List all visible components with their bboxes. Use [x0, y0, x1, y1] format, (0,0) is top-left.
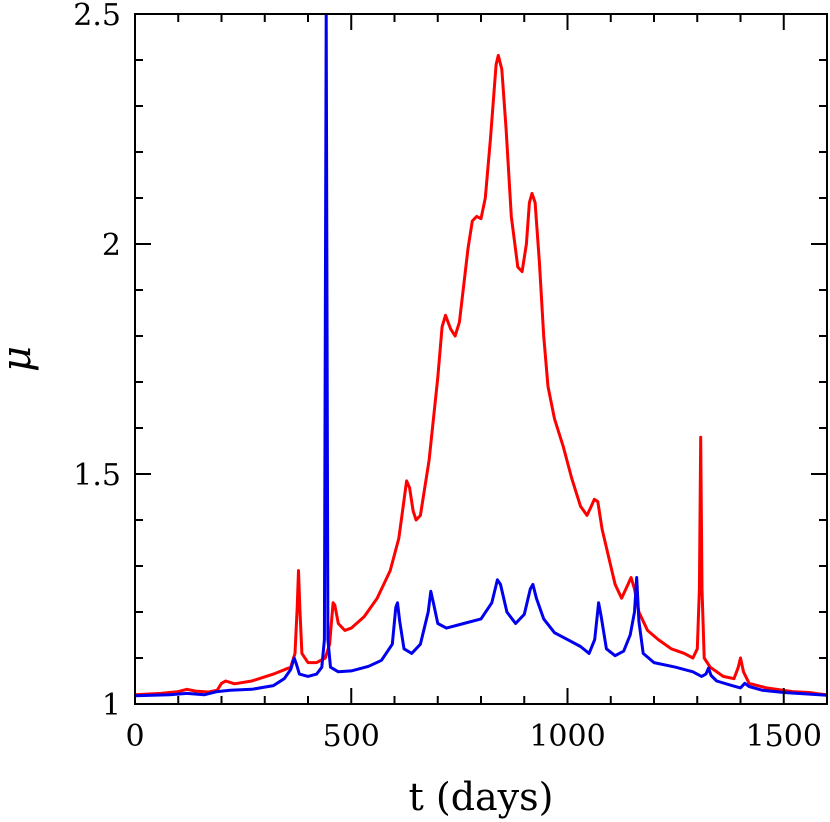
x-tick-label: 500 — [323, 719, 380, 754]
x-tick-label: 0 — [125, 719, 144, 754]
y-tick-label: 2.5 — [73, 0, 121, 33]
x-axis-title: t (days) — [409, 775, 554, 819]
y-axis-title: μ — [0, 346, 40, 372]
plot-frame — [134, 13, 828, 705]
x-tick-label: 1500 — [746, 719, 822, 754]
x-tick-label: 1000 — [529, 719, 605, 754]
x-tick-labels: 0 500 1000 1500 — [125, 719, 821, 754]
series-layer — [135, 14, 827, 698]
series-line-2 — [135, 14, 827, 698]
series-line-1 — [135, 53, 827, 697]
y-tick-label: 2 — [102, 228, 121, 263]
ticks-layer — [134, 13, 828, 705]
y-tick-labels: 1 1.5 2 2.5 — [73, 0, 121, 723]
y-tick-label: 1 — [102, 688, 121, 723]
y-tick-label: 1.5 — [73, 458, 121, 493]
